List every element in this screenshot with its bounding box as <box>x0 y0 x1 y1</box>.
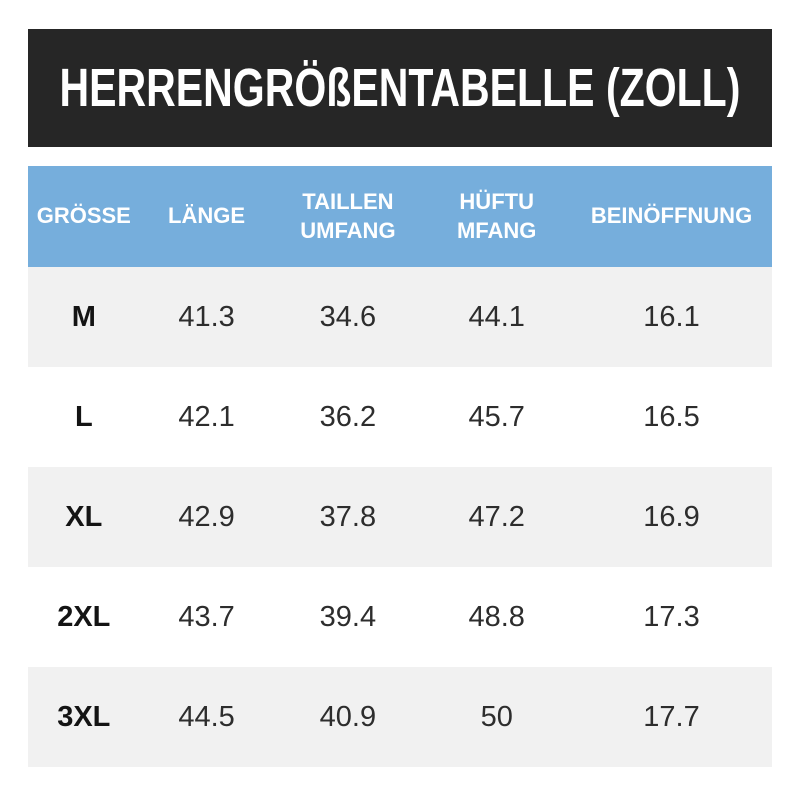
table-row-xl: XL 42.9 37.8 47.2 16.9 <box>28 467 772 567</box>
value-cell: 50 <box>480 700 513 733</box>
size-label: XL <box>65 500 103 533</box>
value-cell: 40.9 <box>319 700 377 733</box>
value-cell: 43.7 <box>178 600 235 633</box>
table-row-2xl: 2XL 43.7 39.4 48.8 17.3 <box>28 567 772 667</box>
value-cell: 16.1 <box>643 300 700 333</box>
value-cell: 42.1 <box>178 400 235 433</box>
size-label: L <box>74 400 93 433</box>
value-cell: 44.1 <box>468 300 525 333</box>
title-bar: HERRENGRÖßENTABELLE (ZOLL) <box>28 29 772 147</box>
column-header-beinoeffnung: BEINÖFFNUNG <box>590 203 753 229</box>
value-cell: 36.2 <box>319 400 377 433</box>
page-title: HERRENGRÖßENTABELLE (ZOLL) <box>59 58 741 118</box>
value-cell: 48.8 <box>468 600 525 633</box>
value-cell: 17.3 <box>643 600 700 633</box>
value-cell: 16.5 <box>643 400 700 433</box>
value-cell: 17.7 <box>643 700 700 733</box>
value-cell: 44.5 <box>178 700 235 733</box>
value-cell: 37.8 <box>319 500 377 533</box>
value-cell: 47.2 <box>468 500 525 533</box>
column-header-laenge: LÄNGE <box>168 203 246 229</box>
size-label: 3XL <box>57 700 111 733</box>
size-label: M <box>71 300 96 333</box>
table-row-3xl: 3XL 44.5 40.9 50 17.7 <box>28 667 772 767</box>
value-cell: 16.9 <box>643 500 700 533</box>
table-row-l: L 42.1 36.2 45.7 16.5 <box>28 367 772 467</box>
table-row-m: M 41.3 34.6 44.1 16.1 <box>28 267 772 367</box>
value-cell: 39.4 <box>319 600 377 633</box>
value-cell: 41.3 <box>178 300 235 333</box>
value-cell: 45.7 <box>468 400 525 433</box>
table-header-row: GRÖSSE LÄNGE TAILLEN UMFANG HÜFTU MFANG … <box>28 166 772 267</box>
value-cell: 42.9 <box>178 500 235 533</box>
column-header-hueftumfang: HÜFTU MFANG <box>456 188 537 243</box>
size-table: GRÖSSE LÄNGE TAILLEN UMFANG HÜFTU MFANG … <box>28 166 772 767</box>
column-header-taillenumfang: TAILLEN UMFANG <box>300 188 396 243</box>
column-header-groesse: GRÖSSE <box>36 203 131 229</box>
value-cell: 34.6 <box>319 300 377 333</box>
size-label: 2XL <box>57 600 111 633</box>
